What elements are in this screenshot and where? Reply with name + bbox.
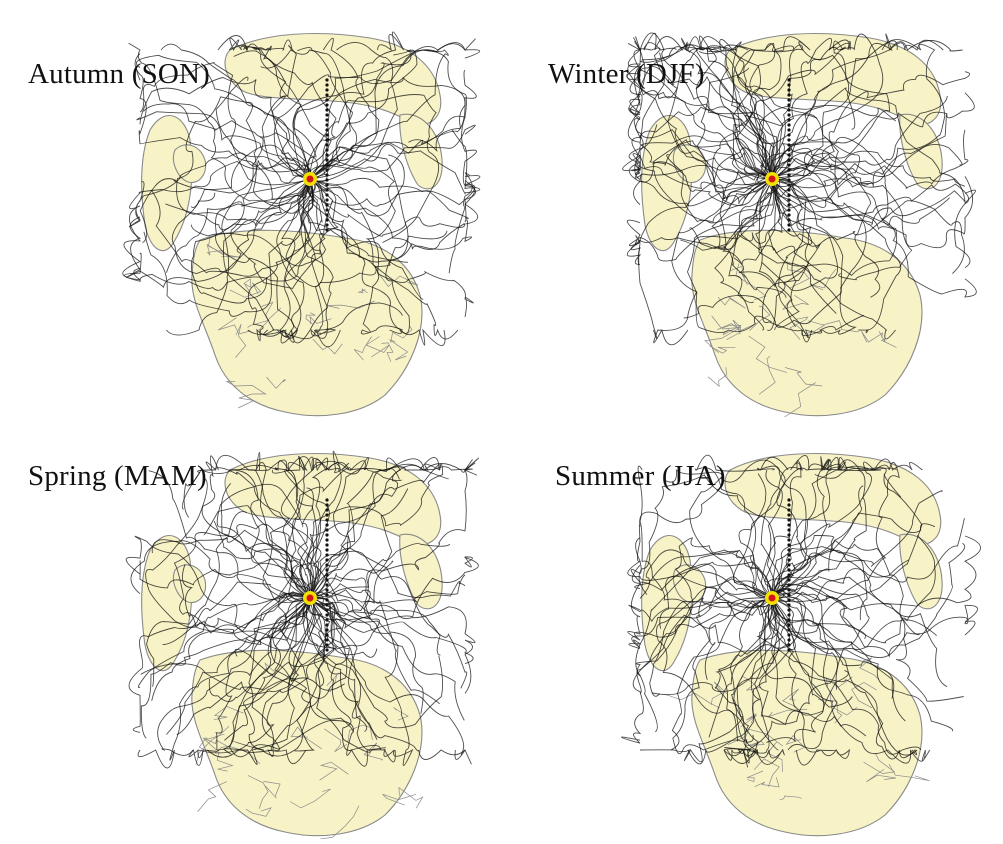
site-marker-icon	[765, 172, 779, 186]
land-masses	[641, 452, 943, 837]
country-borders	[195, 662, 424, 840]
panel-title-summer: Summer (JJA)	[555, 460, 726, 492]
map-autumn	[122, 31, 481, 417]
trajectories	[122, 31, 481, 348]
map-summer	[620, 452, 981, 837]
map-spring	[125, 450, 480, 840]
panel-title-spring: Spring (MAM)	[28, 460, 207, 492]
meridian-dots	[787, 498, 791, 652]
site-marker-icon	[303, 172, 317, 186]
site-marker-icon	[765, 591, 779, 605]
trajectories	[125, 450, 480, 769]
panel-title-winter: Winter (DJF)	[548, 58, 705, 90]
panel-autumn: Autumn (SON)	[0, 10, 490, 420]
panel-winter: Winter (DJF)	[500, 10, 990, 420]
site-marker-icon	[303, 591, 317, 605]
panel-spring: Spring (MAM)	[0, 430, 490, 840]
land-masses	[141, 32, 443, 417]
meridian-dots	[325, 498, 329, 652]
panel-summer: Summer (JJA)	[500, 430, 990, 840]
trajectories	[622, 32, 977, 346]
country-borders	[704, 260, 897, 418]
meridian-dots	[325, 78, 329, 232]
map-winter	[622, 32, 977, 418]
meridian-dots	[787, 78, 791, 232]
country-borders	[206, 236, 419, 409]
trajectories	[620, 454, 981, 768]
panel-title-autumn: Autumn (SON)	[28, 58, 211, 90]
